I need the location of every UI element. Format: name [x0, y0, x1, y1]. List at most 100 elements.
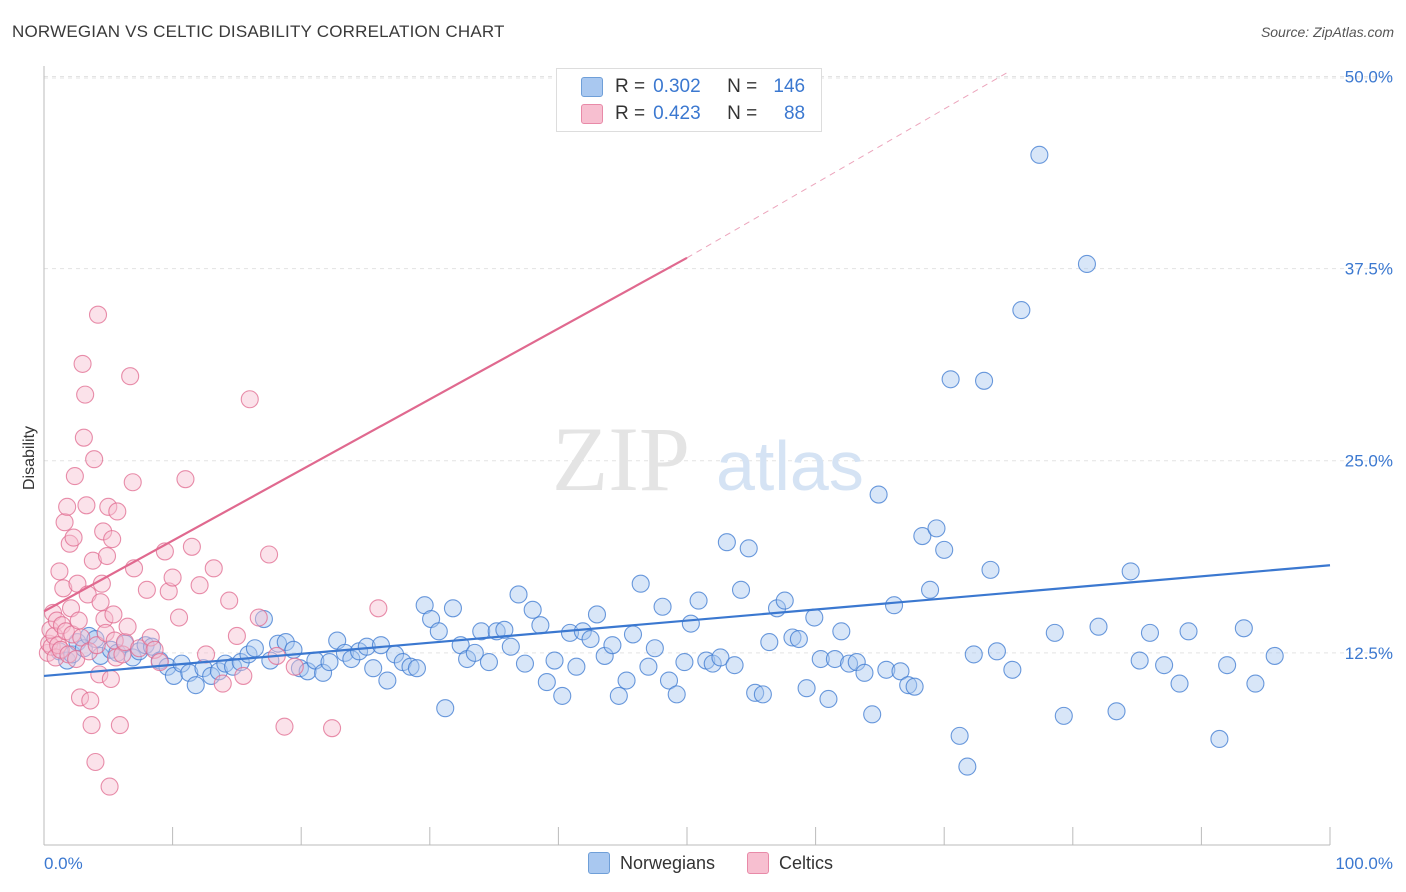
y-tick-label: 12.5%: [1345, 644, 1393, 663]
norwegians-point: [364, 659, 383, 678]
norwegians-point: [567, 657, 586, 676]
norwegians-point: [717, 533, 736, 552]
legend-n-value: 88: [783, 103, 806, 124]
celtics-point: [74, 428, 93, 447]
axes: [43, 66, 1331, 846]
legend-swatch-celtics: [581, 104, 603, 124]
norwegians-point: [819, 689, 838, 709]
norwegians-point: [805, 608, 824, 627]
celtics-point: [275, 717, 294, 736]
norwegians-point: [1121, 562, 1140, 581]
norwegians-point: [545, 651, 564, 670]
norwegians-point: [320, 653, 339, 672]
norwegians-point: [760, 633, 779, 652]
legend-swatch-celtics: [747, 852, 770, 874]
celtics-point: [70, 688, 90, 707]
norwegians-point: [913, 526, 932, 546]
norwegians-point: [921, 580, 940, 599]
legend-n-label: N =: [727, 103, 758, 124]
celtics-point: [50, 562, 69, 581]
norwegians-point: [653, 597, 672, 616]
norwegians-point: [667, 685, 686, 704]
legend-swatch-norwegians: [581, 77, 603, 97]
y-tick-label: 25.0%: [1345, 452, 1393, 471]
celtics-point: [234, 666, 253, 685]
norwegians-point: [407, 659, 426, 678]
norwegians-point: [495, 620, 514, 639]
celtics-point: [103, 530, 122, 549]
legend-n-value: 146: [773, 76, 806, 97]
celtics-point: [169, 608, 189, 627]
norwegians-point: [443, 599, 462, 618]
celtics-point: [82, 716, 101, 735]
watermark-zip: ZIP: [552, 408, 690, 510]
celtics-point: [150, 653, 169, 672]
celtics-point: [77, 496, 96, 515]
norwegians-point: [905, 677, 924, 696]
norwegians-point: [501, 637, 520, 656]
celtics-point: [55, 513, 74, 532]
norwegians-point: [1030, 145, 1049, 164]
celtics-trend-line: [43, 256, 688, 613]
celtics-point: [91, 593, 110, 612]
celtics-point: [130, 639, 149, 658]
celtics-point: [54, 579, 73, 598]
celtics-point: [196, 645, 216, 664]
celtics-point: [204, 559, 223, 578]
norwegians-point: [855, 663, 874, 682]
celtics-point: [99, 497, 118, 516]
norwegians-point: [314, 663, 333, 682]
series-legend: Norwegians Celtics: [588, 852, 865, 874]
norwegians-point: [1218, 656, 1237, 675]
norwegians-point: [531, 616, 550, 635]
celtics-point: [69, 611, 88, 630]
norwegians-point: [739, 539, 758, 558]
norwegians-point: [1003, 660, 1022, 679]
norwegians-point: [884, 596, 904, 615]
celtics-point: [64, 528, 83, 547]
norwegians-point: [1210, 729, 1229, 748]
gridlines: [44, 75, 1394, 654]
norwegians-point: [609, 686, 628, 705]
y-tick-label: 50.0%: [1345, 67, 1393, 86]
legend-label-celtics: Celtics: [779, 852, 834, 873]
norwegians-point: [515, 654, 535, 673]
legend-item-norwegians[interactable]: Norwegians: [588, 852, 715, 874]
celtics-point: [58, 497, 77, 516]
celtics-point: [121, 367, 140, 386]
celtics-point: [159, 582, 178, 601]
norwegians-point: [639, 657, 658, 676]
norwegians-point: [869, 485, 888, 504]
norwegians-point: [581, 629, 600, 649]
celtics-point: [95, 610, 114, 629]
norwegians-trend-line: [43, 564, 1331, 678]
norwegians-point: [429, 622, 448, 641]
norwegians-point: [839, 654, 859, 673]
norwegians-point: [186, 676, 205, 695]
celtics-point: [137, 580, 156, 599]
norwegians-point: [941, 370, 960, 389]
legend-item-celtics[interactable]: Celtics: [747, 852, 833, 874]
norwegians-point: [401, 657, 420, 676]
y-tick-labels: 12.5% 25.0% 37.5% 50.0%: [1345, 67, 1393, 662]
celtics-point: [285, 657, 304, 676]
norwegians-point: [645, 639, 664, 658]
norwegians-point: [1045, 623, 1064, 642]
norwegians-point: [623, 625, 643, 644]
norwegians-point: [472, 622, 491, 641]
watermark-atlas: atlas: [716, 427, 864, 505]
celtics-point: [65, 467, 84, 486]
celtics-point: [182, 537, 201, 556]
norwegians-point: [1054, 706, 1073, 725]
norwegians-points: [50, 145, 1284, 776]
celtics-point: [104, 605, 123, 624]
norwegians-point: [509, 585, 528, 604]
celtics-point: [87, 636, 106, 655]
norwegians-point: [681, 614, 700, 633]
x-tick-labels: 0.0% 100.0%: [44, 854, 1393, 873]
norwegians-point: [825, 649, 844, 669]
norwegians-point: [746, 683, 765, 702]
norwegians-point: [797, 679, 816, 698]
x-tick-label: 100.0%: [1335, 854, 1393, 873]
